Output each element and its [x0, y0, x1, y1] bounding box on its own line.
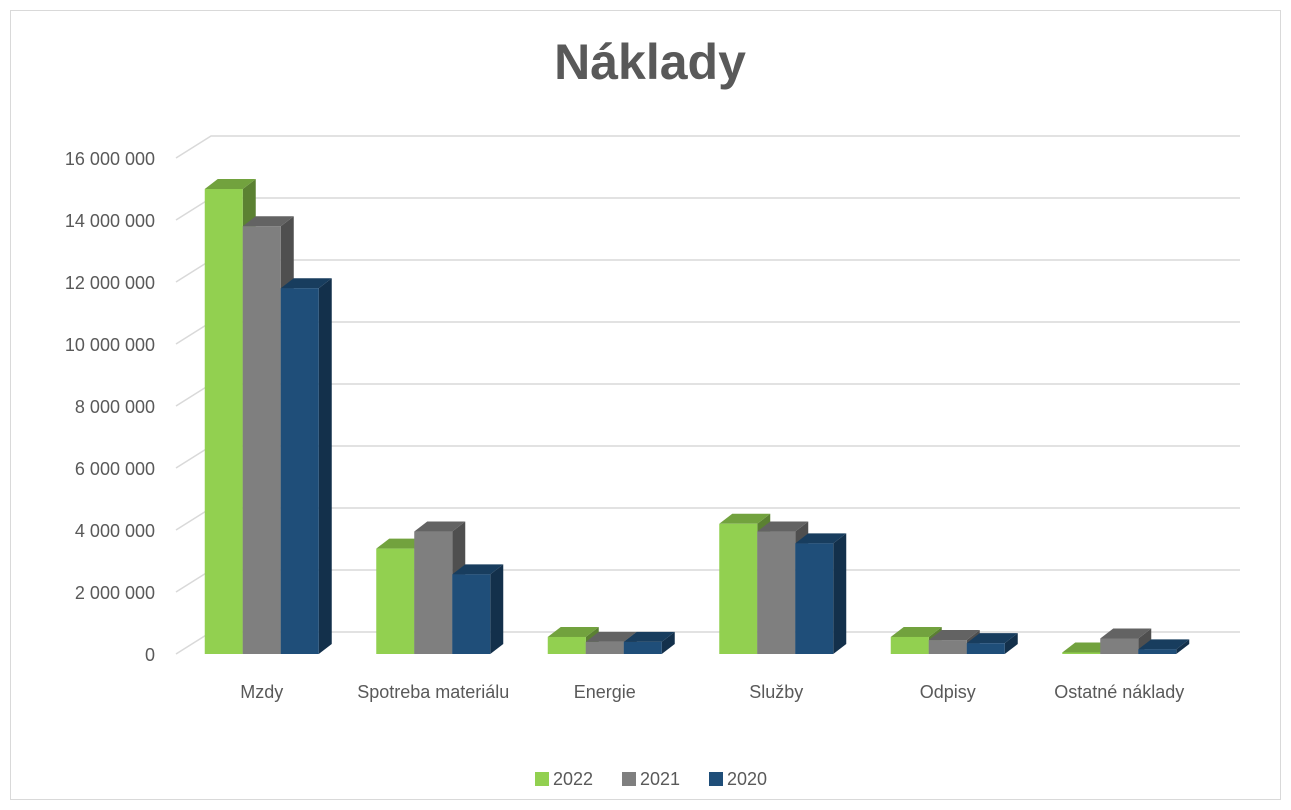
bar-side [318, 278, 332, 654]
chart-title: Náklady [554, 34, 746, 90]
bar-top [585, 631, 637, 642]
y-tick-label: 12 000 000 [65, 273, 155, 293]
y-tick-label: 8 000 000 [75, 397, 155, 417]
bar-top [280, 278, 332, 289]
bar [242, 226, 281, 654]
y-tick-label: 0 [145, 645, 155, 665]
bar-top [623, 631, 675, 642]
bar [414, 531, 453, 654]
bar [376, 548, 415, 654]
bar-top [414, 521, 466, 532]
bar [1138, 649, 1177, 654]
y-tick-label: 6 000 000 [75, 459, 155, 479]
x-tick-label: Odpisy [919, 682, 976, 702]
x-tick-label: Spotreba materiálu [357, 682, 510, 702]
bar-side [490, 564, 504, 654]
bar-top [204, 179, 256, 189]
bar [452, 574, 491, 654]
bar [928, 640, 967, 654]
legend-label: 2021 [640, 769, 680, 789]
bar-top [890, 626, 942, 637]
bar-top [242, 216, 294, 227]
bar-top [547, 626, 599, 637]
y-tick-label: 10 000 000 [65, 335, 155, 355]
y-tick-label: 4 000 000 [75, 521, 155, 541]
y-tick-label: 16 000 000 [65, 149, 155, 169]
bar [757, 531, 796, 654]
bar-top [757, 521, 809, 532]
y-tick-label: 14 000 000 [65, 211, 155, 231]
bar-top [795, 533, 847, 544]
bar-top [966, 633, 1018, 644]
bar [623, 641, 662, 654]
bar [890, 636, 929, 654]
bar [1062, 652, 1101, 654]
x-tick-label: Ostatné náklady [1054, 682, 1185, 702]
y-tick-label: 2 000 000 [75, 583, 155, 603]
bar-side [1176, 639, 1190, 654]
bar-top [452, 564, 504, 575]
x-tick-label: Energie [573, 682, 636, 702]
bar [966, 643, 1005, 654]
x-tick-label: Služby [749, 682, 804, 702]
bar-top [1138, 639, 1190, 650]
legend-label: 2022 [553, 769, 593, 789]
bar-side [661, 631, 675, 654]
bar [1100, 638, 1139, 654]
grid-line [175, 135, 1240, 159]
legend-label: 2020 [727, 769, 767, 789]
bar-side [833, 533, 847, 654]
legend-swatch [709, 772, 723, 786]
bar-side [1004, 633, 1018, 654]
bar [204, 189, 243, 654]
bar [280, 288, 319, 654]
bar [795, 543, 834, 654]
bar [585, 641, 624, 654]
bar [719, 523, 758, 654]
bar-top [928, 630, 980, 641]
legend-swatch [535, 772, 549, 786]
legend-swatch [622, 772, 636, 786]
bar [547, 636, 586, 654]
bar-top [1100, 628, 1152, 639]
x-tick-label: Mzdy [240, 682, 284, 702]
bar-top [719, 513, 771, 524]
